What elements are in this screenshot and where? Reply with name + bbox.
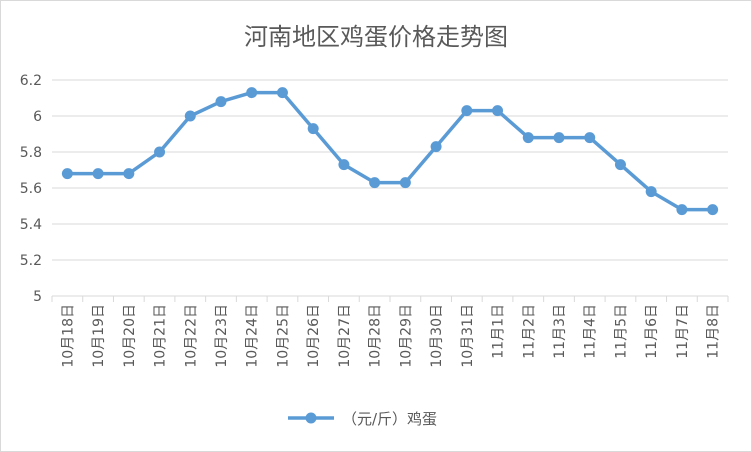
x-tick-label: 11月7日	[675, 304, 691, 359]
data-point[interactable]	[215, 96, 227, 108]
data-point[interactable]	[553, 132, 565, 144]
x-tick-label: 10月20日	[122, 304, 138, 368]
x-tick-label: 10月24日	[245, 304, 261, 368]
data-point[interactable]	[307, 123, 319, 135]
x-tick-label: 11月6日	[644, 304, 660, 359]
y-axis-ticks: 5 5.2 5.4 5.6 5.8 6 6.2	[20, 73, 42, 305]
x-tick-label: 10月30日	[429, 304, 445, 368]
series-line	[65, 90, 715, 212]
data-point[interactable]	[399, 177, 411, 189]
x-tick-label: 11月1日	[491, 304, 507, 359]
x-tick-label: 10月27日	[337, 304, 353, 368]
y-tick-label: 6.2	[20, 73, 42, 89]
data-point[interactable]	[676, 204, 688, 216]
data-point[interactable]	[92, 168, 104, 180]
legend-marker-icon	[305, 412, 317, 424]
x-tick-label: 11月2日	[521, 304, 537, 359]
data-point[interactable]	[522, 132, 534, 144]
x-tick-label: 11月3日	[552, 304, 568, 359]
y-tick-label: 5.2	[20, 253, 42, 269]
data-point[interactable]	[246, 87, 258, 99]
y-tick-label: 5.4	[20, 217, 42, 233]
x-tick-label: 10月19日	[91, 304, 107, 368]
data-point[interactable]	[369, 177, 381, 189]
x-tick-label: 10月26日	[306, 304, 322, 368]
data-point[interactable]	[276, 87, 288, 99]
data-point[interactable]	[614, 159, 626, 171]
series-layer	[61, 87, 719, 216]
data-point[interactable]	[123, 168, 135, 180]
y-tick-label: 6	[33, 109, 42, 125]
data-point[interactable]	[645, 186, 657, 198]
data-point[interactable]	[154, 146, 166, 158]
data-point[interactable]	[492, 105, 504, 117]
data-point[interactable]	[430, 141, 442, 153]
data-point[interactable]	[61, 168, 73, 180]
legend-label: （元/斤）鸡蛋	[342, 410, 437, 428]
x-tick-label: 10月29日	[398, 304, 414, 368]
data-point[interactable]	[584, 132, 596, 144]
x-tick-label: 10月28日	[368, 304, 384, 368]
data-point[interactable]	[707, 204, 719, 216]
y-tick-label: 5	[33, 289, 42, 305]
y-tick-label: 5.6	[20, 181, 42, 197]
x-tick-label: 10月22日	[183, 304, 199, 368]
x-tick-label: 11月4日	[583, 304, 599, 359]
x-tick-label: 10月23日	[214, 304, 230, 368]
data-point[interactable]	[461, 105, 473, 117]
x-tick-label: 10月31日	[460, 304, 476, 368]
x-tick-label: 11月5日	[613, 304, 629, 359]
legend[interactable]: （元/斤）鸡蛋	[288, 410, 437, 428]
x-axis-ticks: 10月18日 10月19日 10月20日 10月21日 10月22日 10月23日 10月2…	[60, 304, 721, 368]
chart-title: 河南地区鸡蛋价格走势图	[244, 23, 508, 51]
x-tick-label: 11月8日	[706, 304, 722, 359]
x-tick-label: 10月25日	[275, 304, 291, 368]
data-point[interactable]	[184, 110, 196, 122]
y-tick-label: 5.8	[20, 145, 42, 161]
data-point[interactable]	[338, 159, 350, 171]
x-tick-label: 10月18日	[60, 304, 76, 368]
x-tick-label: 10月21日	[153, 304, 169, 368]
